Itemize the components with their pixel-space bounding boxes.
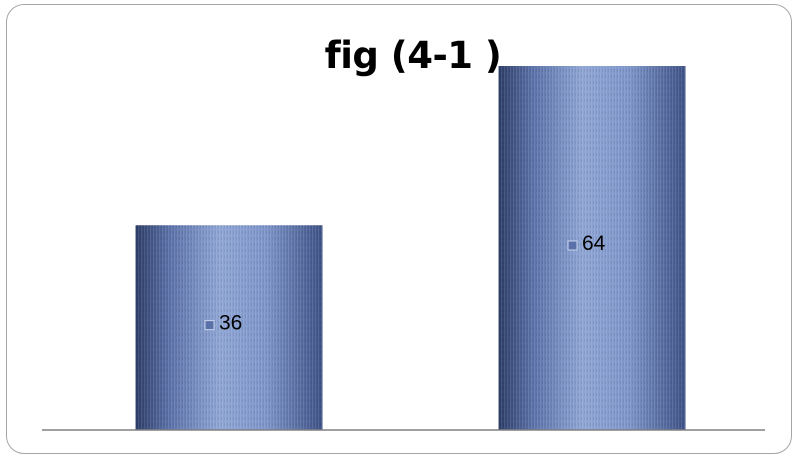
bar-texture-1 (135, 225, 323, 430)
data-label-marker-1 (204, 320, 215, 331)
chart-title: fig (4-1 ) (324, 34, 502, 77)
data-label-1: 36 (219, 312, 242, 335)
data-labels-group: 36 64 (204, 232, 606, 335)
bars-group (135, 66, 686, 430)
bar-texture-2 (498, 66, 686, 430)
data-label-marker-2 (567, 240, 578, 251)
data-label-2: 64 (582, 232, 606, 255)
